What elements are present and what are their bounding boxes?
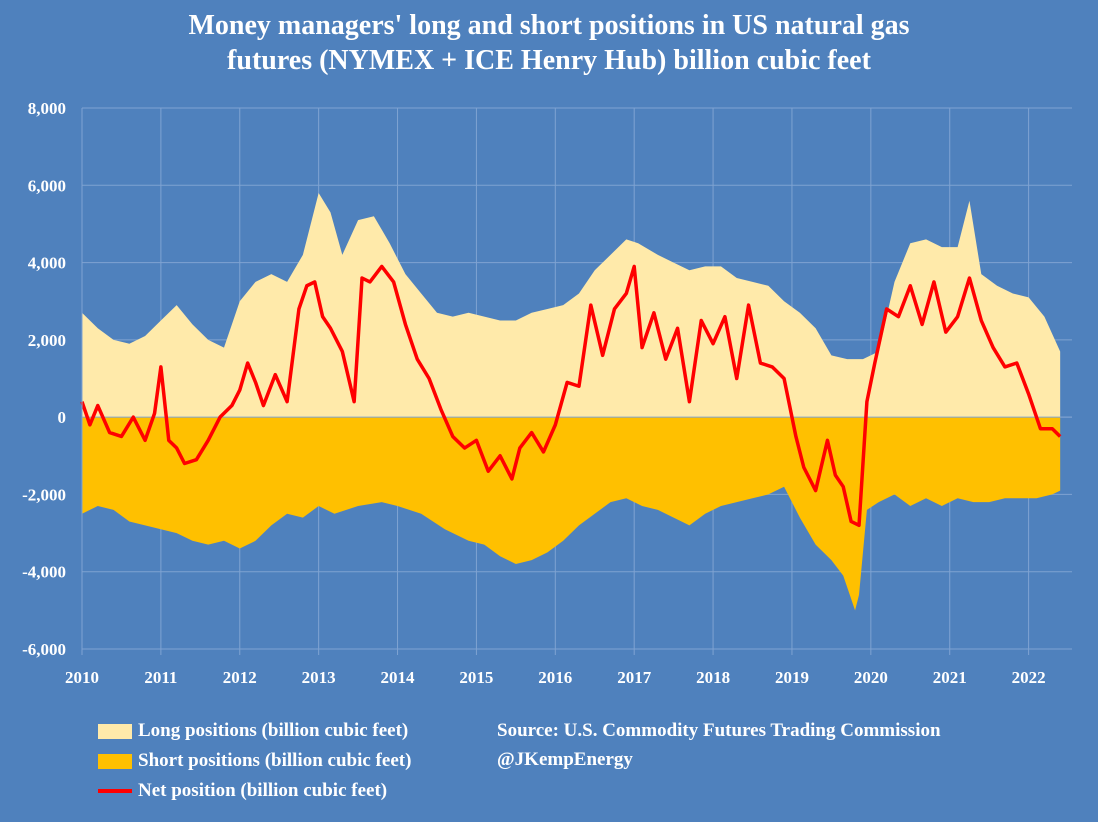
chart-title: Money managers' long and short positions… (0, 8, 1098, 78)
x-tick-label: 2020 (854, 668, 888, 687)
legend-swatch-long (98, 723, 132, 739)
legend-label-short: Short positions (billion cubic feet) (138, 750, 412, 771)
source-line: Source: U.S. Commodity Futures Trading C… (497, 720, 941, 741)
series-layer (80, 193, 1072, 611)
legend-label-long: Long positions (billion cubic feet) (138, 720, 409, 741)
legend-item-long: Long positions (billion cubic feet) (98, 716, 411, 746)
x-tick-label: 2011 (144, 668, 177, 687)
y-tick-label: -4,000 (22, 563, 66, 582)
x-tick-label: 2018 (696, 668, 730, 687)
legend-swatch-net (98, 789, 132, 793)
legend-swatch-short (98, 753, 132, 769)
long-positions-area (82, 193, 1061, 418)
x-tick-label: 2017 (617, 668, 652, 687)
author-handle: @JKempEnergy (497, 749, 633, 770)
x-tick-label: 2010 (65, 668, 99, 687)
legend: Long positions (billion cubic feet) Shor… (98, 716, 411, 806)
x-tick-label: 2014 (381, 668, 416, 687)
y-tick-label: 4,000 (28, 254, 66, 273)
y-tick-label: 0 (58, 408, 67, 427)
legend-item-net: Net position (billion cubic feet) (98, 776, 411, 806)
x-tick-label: 2022 (1012, 668, 1046, 687)
net-position-line (80, 264, 1062, 528)
x-tick-label: 2015 (459, 668, 493, 687)
y-tick-label: -2,000 (22, 485, 66, 504)
x-tick-label: 2019 (775, 668, 809, 687)
chart-title-line-2: futures (NYMEX + ICE Henry Hub) billion … (227, 45, 871, 76)
axis-layer: -6,000 -4,000 -2,000 0 2,000 4,000 6,000 8,000 2… (22, 99, 1046, 687)
legend-item-short: Short positions (billion cubic feet) (98, 746, 411, 776)
y-tick-label: -6,000 (22, 640, 66, 659)
short-positions-area (82, 417, 1061, 611)
legend-label-net: Net position (billion cubic feet) (138, 780, 388, 801)
chart-title-line-1: Money managers' long and short positions… (188, 10, 910, 41)
y-tick-label: 2,000 (28, 331, 66, 350)
x-tick-label: 2013 (302, 668, 336, 687)
source-note: Source: U.S. Commodity Futures Trading C… (497, 716, 941, 774)
x-tick-label: 2021 (933, 668, 967, 687)
x-tick-label: 2016 (538, 668, 572, 687)
x-tick-label: 2012 (223, 668, 257, 687)
y-tick-label: 8,000 (28, 99, 66, 118)
y-tick-label: 6,000 (28, 176, 66, 195)
